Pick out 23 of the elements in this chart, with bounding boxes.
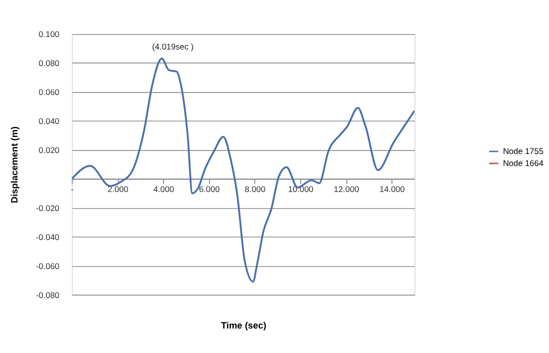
- line-series: [72, 58, 415, 283]
- y-tick-label: -0.080: [36, 290, 60, 300]
- y-tick-label: 0.060: [38, 87, 60, 98]
- x-tick-label: 10.000: [288, 184, 314, 194]
- x-tick-label: 4.000: [153, 184, 174, 194]
- legend-label: Node 1664: [502, 158, 544, 168]
- x-tick-label: 2.000: [108, 184, 129, 194]
- x-tick-label: 14.000: [379, 184, 406, 194]
- y-tick-label: -0.040: [36, 232, 60, 242]
- y-tick-label: -0.060: [36, 260, 60, 271]
- x-tick-label: -: [70, 184, 74, 194]
- annotation: (4.019sec ): [152, 41, 194, 52]
- x-tick-label: 12.000: [334, 184, 360, 194]
- y-tick-label: 0.040: [38, 116, 60, 126]
- x-axis-title: Time (sec): [220, 320, 266, 330]
- y-tick-label: 0.100: [38, 29, 60, 40]
- y-tick-label: -0.020: [36, 203, 60, 213]
- x-tick-label: 6.000: [199, 184, 220, 194]
- y-tick-label: 0.020: [38, 145, 60, 156]
- y-tick-label: 0.080: [38, 58, 60, 68]
- x-tick-label: 8.000: [244, 184, 266, 194]
- legend-label: Node 1755: [502, 146, 544, 156]
- y-axis-title: Displacement (m): [9, 126, 20, 204]
